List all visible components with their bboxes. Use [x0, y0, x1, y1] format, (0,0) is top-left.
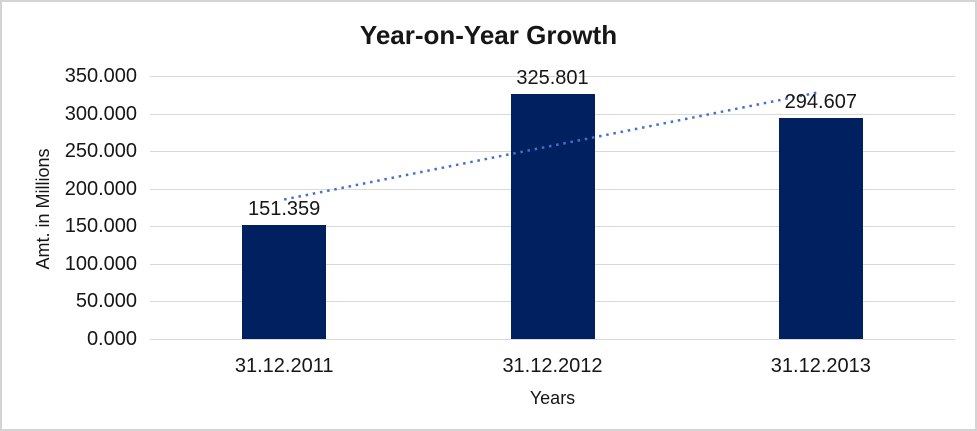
x-axis-title: Years [529, 388, 576, 408]
y-axis-tick-label: 50.000 [75, 290, 137, 313]
y-axis-tick-label: 250.000 [64, 140, 137, 163]
data-label: 294.607 [784, 90, 857, 113]
gridline [150, 76, 955, 77]
gridline [150, 339, 955, 340]
y-axis-tick-label: 150.000 [64, 215, 137, 238]
bar-31.12.2013 [778, 117, 863, 339]
y-axis-tick-label: 0.000 [86, 328, 137, 350]
y-axis-tick-label: 350.000 [64, 65, 137, 87]
x-axis-tick-label: 31.12.2012 [502, 355, 603, 377]
bar-31.12.2011 [242, 225, 327, 339]
x-axis-tick-label: 31.12.2011 [234, 355, 334, 377]
chart-title: Year-on-Year Growth [359, 20, 618, 50]
bar-31.12.2012 [510, 94, 595, 339]
data-label: 325.801 [516, 67, 589, 90]
y-axis-tick-label: 300.000 [64, 102, 137, 125]
plot-area: 151.359 325.801 294.607 [150, 67, 955, 340]
x-axis-tick-label: 31.12.2013 [770, 355, 871, 377]
y-axis-tick-label: 200.000 [64, 177, 137, 200]
data-label: 151.359 [248, 198, 321, 221]
y-axis-tick-label: 100.000 [64, 252, 137, 275]
